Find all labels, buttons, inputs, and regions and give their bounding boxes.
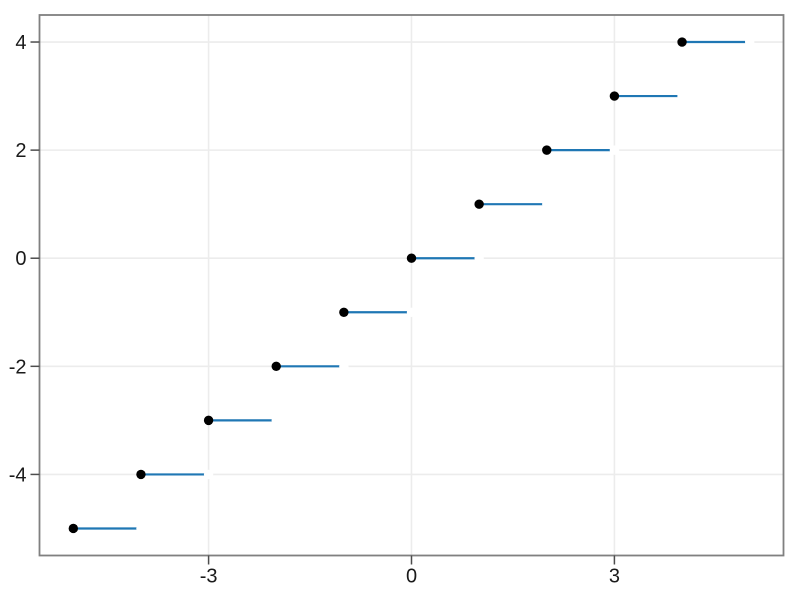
open-endpoint-marker [203, 469, 214, 480]
open-endpoint-marker [474, 253, 484, 263]
open-endpoint-marker [136, 523, 146, 534]
closed-endpoint-marker [474, 199, 484, 209]
open-endpoint-marker [609, 145, 620, 155]
open-endpoint-marker [744, 37, 755, 47]
closed-endpoint-marker [136, 469, 146, 480]
y-tick-label: 0 [15, 248, 26, 270]
open-endpoint-marker [677, 91, 687, 101]
x-tick-label: 0 [406, 566, 417, 588]
y-tick-label: -4 [9, 464, 27, 486]
x-tick-label: -3 [200, 566, 218, 588]
y-tick-label: -2 [9, 356, 27, 378]
y-tick-label: 4 [15, 32, 26, 54]
open-endpoint-marker [339, 361, 349, 372]
closed-endpoint-marker [406, 253, 417, 263]
closed-endpoint-marker [609, 91, 620, 101]
open-endpoint-marker [542, 199, 552, 209]
closed-endpoint-marker [542, 145, 552, 155]
closed-endpoint-marker [203, 415, 214, 426]
closed-endpoint-marker [68, 523, 79, 534]
closed-endpoint-marker [339, 307, 349, 317]
closed-endpoint-marker [271, 361, 281, 372]
open-endpoint-marker [271, 415, 281, 426]
open-endpoint-marker [406, 307, 417, 317]
closed-endpoint-marker [677, 37, 687, 47]
y-tick-label: 2 [15, 140, 26, 162]
x-tick-label: 3 [609, 566, 620, 588]
